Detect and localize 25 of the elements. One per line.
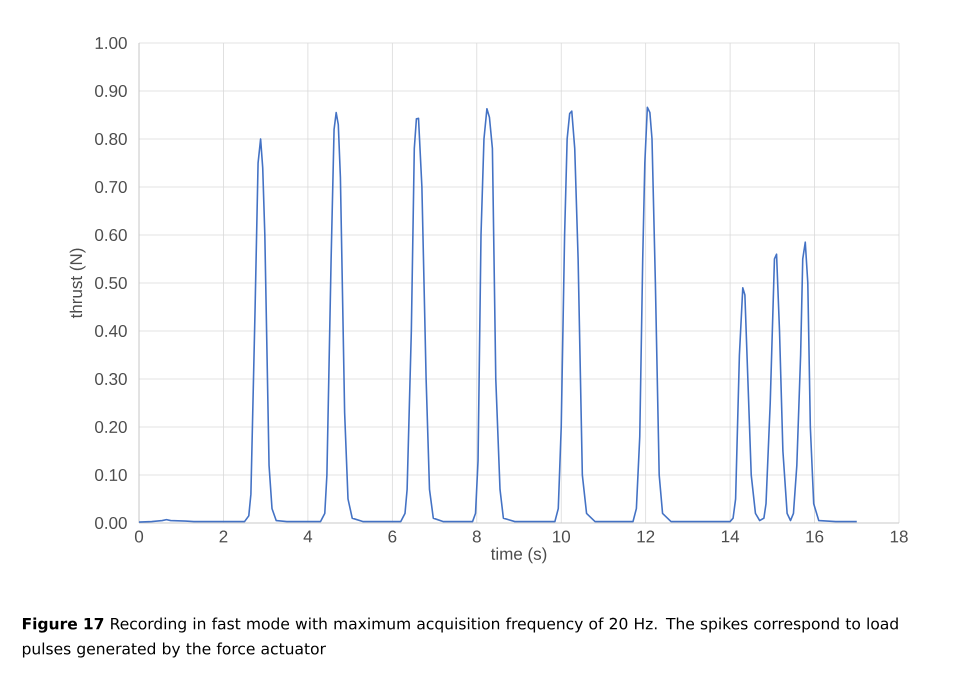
y-tick-label: 0.10 [95,468,127,482]
y-tick-label: 0.20 [95,420,127,434]
x-tick-label: 12 [638,530,654,542]
x-tick-label: 10 [553,530,570,543]
y-tick-label: 0.80 [95,132,127,146]
y-tick-label: 0.60 [95,228,127,242]
y-tick-label: 0.00 [95,516,127,530]
y-tick-label: 0.30 [95,372,127,386]
x-tick-label: 14 [722,530,740,542]
y-tick-label: 0.50 [95,276,127,290]
x-tick-label: 2 [220,530,228,542]
y-tick-label: 0.70 [95,180,127,194]
x-axis-title: time (s) [490,547,546,564]
x-tick-label: 0 [134,530,144,543]
text: Figure 17 Recording in fast mode with maximum acquisition frequency of 20 Hz. The spikes correspond to load pulses generated by the force actuator [22,618,898,658]
y-tick-label: 1.00 [96,36,127,50]
line-series [139,106,858,523]
x-tick-label: 8 [472,530,481,543]
y-tick-label: 0.40 [95,324,127,338]
x-tick-label: 16 [806,530,824,543]
x-tick-label: 6 [388,530,396,543]
y-axis-title: thrust (N) [70,248,86,318]
x-tick-label: 4 [304,530,312,542]
y-tick-label: 0.90 [95,84,127,98]
x-tick-label: 18 [890,530,908,543]
